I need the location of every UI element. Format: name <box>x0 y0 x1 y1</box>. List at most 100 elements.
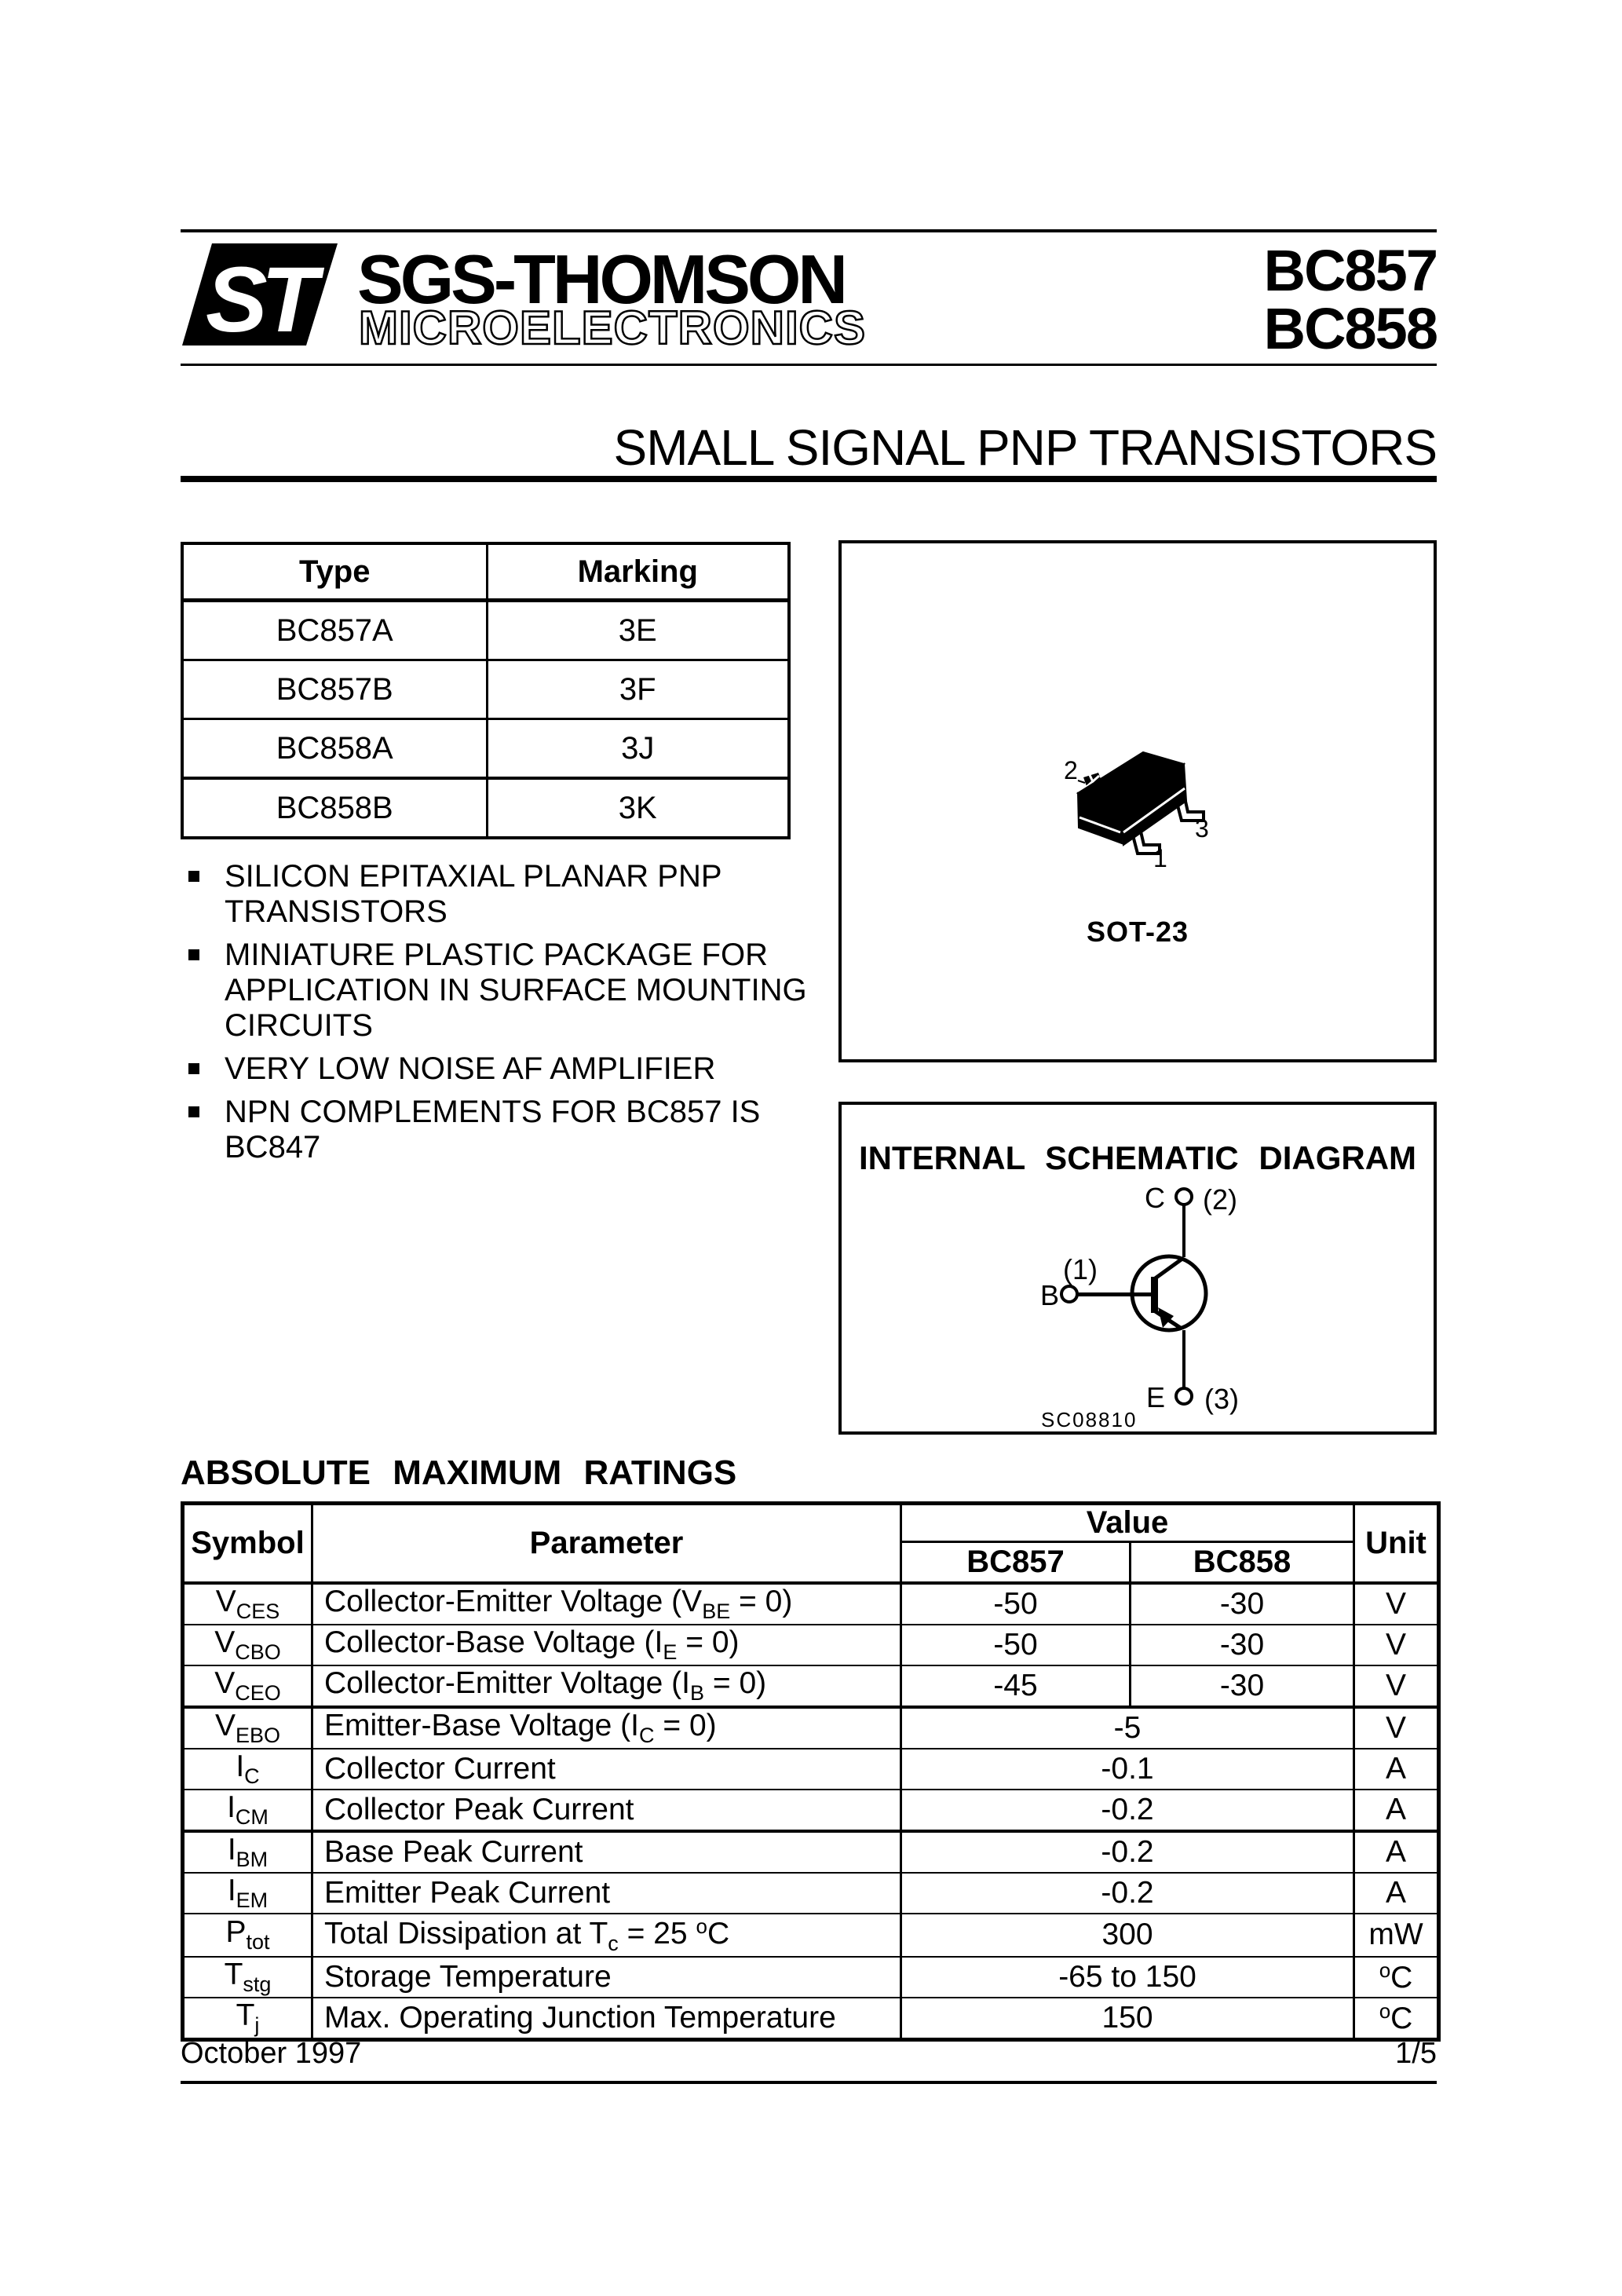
parameter-cell: Emitter-Base Voltage (IC = 0) <box>311 1706 902 1749</box>
part-number-2: BC858 <box>1263 296 1438 361</box>
table-row: IC Collector Current -0.1 A <box>181 1747 1441 1790</box>
collector-pin-label: (2) <box>1203 1183 1237 1216</box>
symbol-cell: VCES <box>181 1581 313 1625</box>
value-cell: -0.2 <box>899 1788 1356 1833</box>
parameter-cell: Emitter Peak Current <box>311 1871 902 1914</box>
type-column-header: Type <box>181 542 488 602</box>
part-numbers: BC857 BC858 <box>1263 238 1438 361</box>
logo-st-letters: ST <box>206 248 325 345</box>
symbol-cell: IBM <box>181 1830 313 1874</box>
unit-column-header: Unit <box>1353 1502 1441 1585</box>
table-row: BC857A 3E <box>181 599 791 661</box>
marking-cell: 3K <box>485 777 791 839</box>
parameter-cell: Storage Temperature <box>311 1955 902 1998</box>
parameter-cell: Collector-Emitter Voltage (IB = 0) <box>311 1664 902 1709</box>
pin2-label: 2 <box>1064 756 1078 784</box>
base-label: B <box>1040 1279 1059 1311</box>
ratings-header-row: Symbol Parameter Value Unit <box>181 1502 1441 1585</box>
symbol-cell: Tstg <box>181 1955 313 1998</box>
sgs-thomson-logo-icon: ST <box>182 243 338 345</box>
list-item: MINIATURE PLASTIC PACKAGE FOR APPLICATIO… <box>185 938 829 1044</box>
emitter-label: E <box>1146 1381 1165 1413</box>
list-item: VERY LOW NOISE AF AMPLIFIER <box>185 1051 829 1087</box>
unit-cell: mW <box>1353 1912 1441 1958</box>
symbol-cell: IC <box>181 1747 313 1790</box>
bc857-value-cell: -45 <box>900 1664 1131 1709</box>
value-cell: -0.1 <box>899 1747 1356 1790</box>
parameter-cell: Collector-Base Voltage (IE = 0) <box>311 1623 902 1666</box>
parameter-cell: Max. Operating Junction Temperature <box>311 1996 902 2040</box>
table-row: Ptot Total Dissipation at Tc = 25 oC 300… <box>181 1912 1441 1958</box>
list-item: SILICON EPITAXIAL PLANAR PNP TRANSISTORS <box>185 859 829 930</box>
value-cell: -5 <box>899 1706 1356 1749</box>
unit-cell: A <box>1353 1788 1441 1833</box>
parameter-cell: Collector Current <box>311 1747 902 1790</box>
pin1-label: 1 <box>1153 844 1167 872</box>
bullet-square-icon <box>188 871 199 882</box>
bc858-value-cell: -30 <box>1128 1581 1356 1625</box>
feature-line: VERY LOW NOISE AF AMPLIFIER <box>225 1051 716 1086</box>
type-cell: BC857B <box>181 659 488 720</box>
footer-date: October 1997 <box>181 2037 362 2070</box>
package-name-label: SOT-23 <box>1086 916 1189 948</box>
symbol-cell: Ptot <box>181 1912 313 1958</box>
unit-cell: A <box>1353 1830 1441 1874</box>
part-number-1: BC857 <box>1263 238 1438 303</box>
table-row: ICM Collector Peak Current -0.2 A <box>181 1788 1441 1833</box>
feature-list: SILICON EPITAXIAL PLANAR PNP TRANSISTORS… <box>185 859 829 1173</box>
ratings-subheader-row: BC857 BC858 <box>183 1541 1439 1585</box>
value-cell: -65 to 150 <box>899 1955 1356 1998</box>
marking-column-header: Marking <box>485 542 791 602</box>
table-row: Tj Max. Operating Junction Temperature 1… <box>181 1996 1441 2040</box>
feature-line: CIRCUITS <box>225 1008 373 1043</box>
bc858-column-header: BC858 <box>1128 1541 1356 1585</box>
sot23-package-icon: 2 3 1 <box>1064 751 1209 872</box>
symbol-cell: VCEO <box>181 1664 313 1709</box>
bc857-value-cell: -50 <box>900 1581 1131 1625</box>
page-title: SMALL SIGNAL PNP TRANSISTORS <box>613 419 1438 476</box>
parameter-cell: Collector-Emitter Voltage (VBE = 0) <box>311 1581 902 1625</box>
parameter-cell: Total Dissipation at Tc = 25 oC <box>311 1912 902 1958</box>
value-cell: 150 <box>899 1996 1356 2040</box>
unit-cell: A <box>1353 1747 1441 1790</box>
absolute-maximum-ratings-table: Symbol Parameter Value Unit BC857 BC858 … <box>181 1501 1441 2042</box>
table-row: Tstg Storage Temperature -65 to 150 oC <box>181 1955 1441 1998</box>
list-item: NPN COMPLEMENTS FOR BC857 IS BC847 <box>185 1095 829 1165</box>
brand-subtitle-outline: MICROELECTRONICS <box>358 305 867 355</box>
value-cell: 300 <box>899 1912 1356 1958</box>
header-top-rule <box>181 229 1437 232</box>
collector-label: C <box>1145 1182 1165 1214</box>
bullet-square-icon <box>188 1106 199 1117</box>
marking-cell: 3F <box>485 659 791 720</box>
feature-line: APPLICATION IN SURFACE MOUNTING <box>225 973 807 1007</box>
bc858-value-cell: -30 <box>1128 1664 1356 1709</box>
type-cell: BC858A <box>181 718 488 780</box>
bc857-value-cell: -50 <box>900 1623 1131 1666</box>
unit-cell: oC <box>1353 1996 1441 2040</box>
ratings-section-heading: ABSOLUTE MAXIMUM RATINGS <box>181 1453 737 1492</box>
base-pin-label: (1) <box>1063 1253 1098 1285</box>
value-column-header: Value <box>899 1502 1356 1543</box>
unit-cell: V <box>1353 1664 1441 1709</box>
bc857-column-header: BC857 <box>900 1541 1131 1585</box>
type-cell: BC858B <box>181 777 488 839</box>
unit-cell: V <box>1353 1623 1441 1666</box>
header-bottom-rule <box>181 364 1437 366</box>
value-cell: -0.2 <box>899 1830 1356 1874</box>
marking-cell: 3J <box>485 718 791 780</box>
table-row: BC857B 3F <box>181 659 791 720</box>
value-cell: -0.2 <box>899 1871 1356 1914</box>
table-row: IBM Base Peak Current -0.2 A <box>181 1830 1441 1874</box>
feature-line: MINIATURE PLASTIC PACKAGE FOR <box>225 938 768 972</box>
bullet-square-icon <box>188 1063 199 1074</box>
pin3-label: 3 <box>1195 814 1209 843</box>
schematic-title: INTERNAL SCHEMATIC DIAGRAM <box>858 1139 1417 1176</box>
bullet-square-icon <box>188 949 199 960</box>
package-drawing-box: 2 3 1 SOT-23 <box>838 540 1437 1062</box>
table-row: VCEO Collector-Emitter Voltage (IB = 0) … <box>181 1664 1441 1709</box>
bc858-value-cell: -30 <box>1128 1623 1356 1666</box>
symbol-column-header: Symbol <box>181 1502 313 1585</box>
feature-line: NPN COMPLEMENTS FOR BC857 IS BC847 <box>225 1095 761 1164</box>
parameter-cell: Collector Peak Current <box>311 1788 902 1833</box>
